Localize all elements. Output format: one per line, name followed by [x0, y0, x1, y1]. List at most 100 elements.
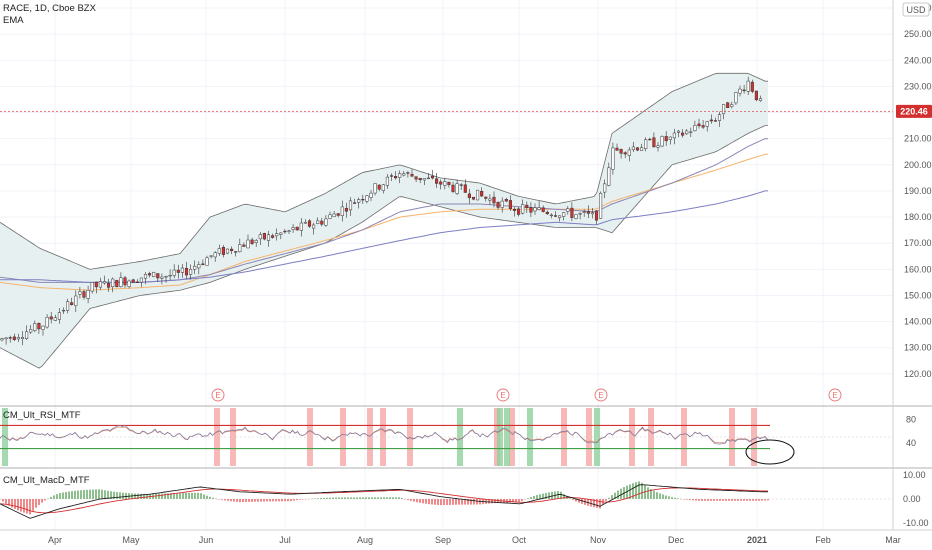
- indicator-ema-label[interactable]: EMA: [3, 15, 24, 26]
- earnings-marker: E: [594, 388, 608, 402]
- macd-histogram-bar: [638, 481, 640, 499]
- candle: [508, 195, 512, 211]
- candle: [681, 129, 685, 138]
- macd-histogram-bar: [44, 499, 46, 501]
- macd-histogram-bar: [767, 499, 769, 501]
- candle: [160, 273, 164, 285]
- currency-button[interactable]: [902, 2, 930, 17]
- macd-histogram-bar: [662, 494, 664, 499]
- macd-histogram-bar: [248, 499, 250, 502]
- macd-histogram-bar: [101, 489, 103, 499]
- macd-histogram-bar: [62, 492, 64, 499]
- macd-histogram-bar: [308, 498, 310, 500]
- macd-histogram-bar: [467, 499, 469, 505]
- candle: [652, 132, 656, 148]
- candle: [57, 308, 61, 324]
- macd-histogram-bar: [434, 499, 436, 505]
- macd-histogram-bar: [296, 499, 298, 501]
- macd-histogram-bar: [173, 493, 175, 499]
- macd-histogram-bar: [437, 499, 439, 506]
- price-axis[interactable]: 120.00 130.00 140.00 150.00 160.00 170.00 180.…: [904, 3, 932, 379]
- candle: [271, 233, 275, 239]
- rsi-tick-label: 80: [906, 415, 916, 425]
- macd-histogram-bar: [332, 497, 334, 499]
- macd-histogram-bar: [746, 499, 748, 501]
- rsi-title[interactable]: CM_Ult_RSI_MTF: [3, 410, 81, 421]
- candle: [225, 248, 230, 255]
- candle: [590, 207, 594, 219]
- annotation-circle[interactable]: [745, 439, 795, 465]
- macd-histogram-bar: [686, 499, 688, 500]
- macd-histogram-bar: [263, 499, 265, 502]
- macd-histogram-bar: [590, 499, 592, 507]
- band-fill: [0, 73, 768, 369]
- macd-histogram-bar: [683, 499, 685, 500]
- macd-histogram-bar: [299, 499, 301, 500]
- candle: [8, 335, 12, 343]
- macd-histogram-bar: [164, 493, 166, 499]
- candle: [94, 281, 98, 294]
- macd-tick-label: -10.00: [903, 518, 929, 528]
- macd-histogram-bar: [29, 499, 31, 515]
- macd-histogram-bar: [728, 499, 730, 501]
- time-axis[interactable]: Apr May Jun Jul Aug Sep Oct Nov Dec 2021 Feb Mar: [48, 535, 901, 545]
- candle: [184, 261, 189, 279]
- macd-histogram-bar: [515, 499, 517, 503]
- price-tick-label: 130.00: [904, 343, 932, 353]
- candle: [439, 179, 443, 190]
- candle: [16, 333, 20, 343]
- last-price-label: 220.46: [900, 106, 928, 116]
- macd-title[interactable]: CM_Ult_MacD_MTF: [3, 475, 90, 486]
- symbol-line[interactable]: RACE, 1D, Cboe BZX: [3, 3, 97, 14]
- macd-histogram-bar: [317, 498, 319, 499]
- candle: [303, 219, 307, 224]
- candle: [541, 205, 545, 213]
- macd-histogram-bar: [488, 499, 490, 504]
- candle: [545, 210, 549, 215]
- macd-histogram-bar: [599, 499, 601, 509]
- candle: [119, 272, 123, 288]
- macd-histogram-bar: [401, 498, 403, 499]
- macd-histogram-bar: [455, 499, 457, 505]
- candle: [61, 307, 66, 314]
- macd-histogram-bar: [419, 499, 421, 503]
- candle: [70, 297, 74, 306]
- candle: [254, 238, 258, 247]
- macd-histogram-bar: [182, 492, 184, 499]
- candle: [582, 209, 586, 217]
- candle: [672, 128, 676, 145]
- macd-histogram-bar: [206, 495, 208, 499]
- macd-histogram-bar: [185, 492, 187, 499]
- macd-histogram-bar: [710, 499, 712, 501]
- macd-histogram-bar: [140, 493, 142, 499]
- price-tick-label: 250.00: [904, 29, 932, 39]
- macd-histogram-bar: [227, 499, 229, 501]
- candle: [619, 148, 623, 159]
- candle: [758, 95, 763, 102]
- candle: [394, 171, 398, 180]
- macd-histogram-bar: [125, 492, 127, 499]
- candle: [221, 244, 225, 258]
- last-price-badge: [896, 104, 932, 118]
- macd-histogram-bar: [53, 495, 55, 499]
- macd-histogram-bar: [323, 497, 325, 499]
- macd-histogram-bar: [356, 497, 358, 499]
- candle: [463, 179, 467, 194]
- candle: [29, 324, 33, 334]
- macd-histogram-bar: [611, 495, 613, 499]
- candle: [398, 170, 402, 184]
- candle: [476, 189, 480, 201]
- candle: [176, 264, 180, 279]
- time-tick-label: Apr: [48, 535, 62, 545]
- macd-histogram-bar: [425, 499, 427, 504]
- macd-histogram-bar: [713, 499, 715, 501]
- macd-histogram-bar: [596, 499, 598, 508]
- macd-histogram-bar: [119, 492, 121, 499]
- candle: [435, 172, 439, 188]
- candle: [627, 147, 631, 162]
- candle: [320, 217, 324, 227]
- time-tick-label: Jul: [279, 535, 291, 545]
- macd-histogram-bar: [578, 499, 580, 503]
